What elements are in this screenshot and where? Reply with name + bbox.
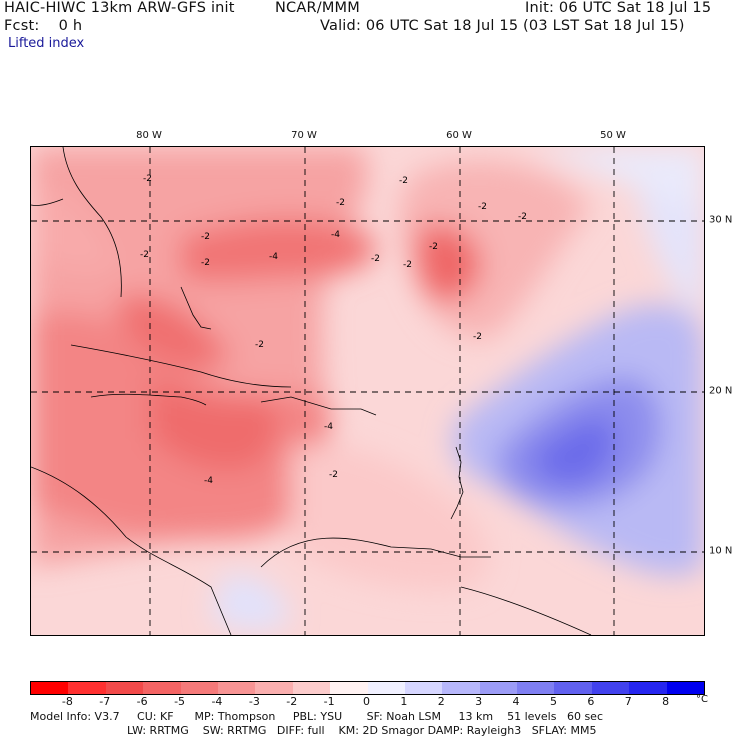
color-bar-tick-label: -3 <box>248 695 260 708</box>
color-bar-swatch <box>255 682 293 694</box>
contour-label: -2 <box>429 242 438 252</box>
contour-label: -4 <box>324 422 333 432</box>
color-bar-tick-label: -1 <box>323 695 335 708</box>
color-bar-swatch <box>180 682 218 694</box>
model-info-line-2: LW: RRTMG SW: RRTMG DIFF: full KM: 2D Sm… <box>127 724 597 737</box>
color-bar-tick-label: 6 <box>587 695 595 708</box>
contour-label: -2 <box>403 260 412 270</box>
color-bar-swatch <box>442 682 480 694</box>
color-bar-tick-label: 1 <box>400 695 408 708</box>
lon-label-70w: 70 W <box>291 130 317 141</box>
color-bar-tick-label: 8 <box>662 695 670 708</box>
contour-label: -2 <box>371 254 380 264</box>
init-time: Init: 06 UTC Sat 18 Jul 15 <box>525 0 712 16</box>
color-bar-swatch <box>31 682 69 694</box>
color-bar-swatch <box>68 682 106 694</box>
color-bar-tick-label: -7 <box>99 695 111 708</box>
contour-labels: -2 -2 -2 -2 -2 -2 -2 -2 -2 -2 -4 -4 -4 -4 -2 -2 -2 -2 <box>140 174 527 486</box>
forecast-hour: Fcst: 0 h <box>4 18 83 34</box>
model-title: HAIC-HIWC 13km ARW-GFS init <box>4 0 235 16</box>
color-bar-tick-label: -6 <box>136 695 148 708</box>
contour-label: -2 <box>329 470 338 480</box>
color-bar-swatch <box>292 682 331 694</box>
map-field: -2 -2 -2 -2 -2 -2 -2 -2 -2 -2 -4 -4 -4 -4 -2 -2 -2 -2 <box>31 147 704 635</box>
color-bar-tick-label: 2 <box>437 695 445 708</box>
color-bar-swatch <box>554 682 592 694</box>
organization-label: NCAR/MMM <box>275 0 360 16</box>
color-bar-tick-label: -4 <box>211 695 223 708</box>
lon-label-50w: 50 W <box>600 130 626 141</box>
lifted-index-map: -2 -2 -2 -2 -2 -2 -2 -2 -2 -2 -4 -4 -4 -4 -2 -2 -2 -2 <box>30 146 705 636</box>
color-bar-swatch <box>479 682 518 694</box>
contour-label: -4 <box>204 476 213 486</box>
contour-label: -2 <box>143 174 152 184</box>
color-bar-unit: °C <box>696 694 708 705</box>
color-bar <box>30 681 705 695</box>
contour-label: -2 <box>518 212 527 222</box>
field-name: Lifted index <box>8 36 85 51</box>
model-info-line-1: Model Info: V3.7 CU: KF MP: Thompson PBL… <box>30 710 603 723</box>
contour-label: -2 <box>399 176 408 186</box>
lat-label-30n: 30 N <box>709 214 733 226</box>
color-bar-swatch <box>517 682 555 694</box>
color-bar-tick-label: -2 <box>286 695 298 708</box>
color-bar-tick-label: 4 <box>512 695 520 708</box>
lat-label-10n: 10 N <box>709 545 733 557</box>
lon-label-60w: 60 W <box>446 130 472 141</box>
lon-label-80w: 80 W <box>136 130 162 141</box>
color-bar-swatch <box>330 682 368 694</box>
color-bar-tick-label: 3 <box>475 695 483 708</box>
color-bar-swatch <box>629 682 667 694</box>
color-bar-swatch <box>367 682 405 694</box>
contour-label: -2 <box>478 202 487 212</box>
color-bar-tick-label: 5 <box>549 695 557 708</box>
color-bar-swatch <box>105 682 144 694</box>
color-bar-tick-label: -5 <box>174 695 186 708</box>
contour-label: -4 <box>331 230 340 240</box>
color-bar-tick-label: 0 <box>363 695 370 708</box>
color-bar-swatch <box>666 682 705 694</box>
lat-label-20n: 20 N <box>709 385 733 397</box>
color-bar-swatch <box>143 682 181 694</box>
color-bar-swatch <box>217 682 256 694</box>
valid-time: Valid: 06 UTC Sat 18 Jul 15 (03 LST Sat … <box>320 18 685 34</box>
lat-lon-grid <box>31 147 704 635</box>
contour-label: -2 <box>255 340 264 350</box>
color-bar-swatch <box>404 682 443 694</box>
contour-label: -2 <box>140 250 149 260</box>
color-bar-swatch <box>591 682 630 694</box>
color-bar-tick-label: 7 <box>624 695 632 708</box>
contour-label: -2 <box>473 332 482 342</box>
color-bar-tick-label: -8 <box>61 695 73 708</box>
contour-label: -4 <box>269 252 278 262</box>
contour-label: -2 <box>201 258 210 268</box>
field-shading <box>31 147 704 631</box>
contour-label: -2 <box>201 232 210 242</box>
contour-label: -2 <box>336 198 345 208</box>
